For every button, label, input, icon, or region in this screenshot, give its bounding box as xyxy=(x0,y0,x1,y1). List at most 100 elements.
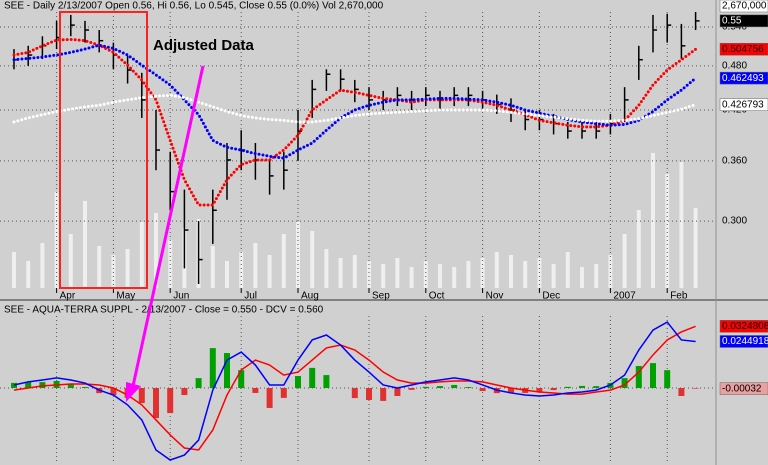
volume-bar xyxy=(225,261,229,288)
volume-bar xyxy=(565,252,570,288)
value-tag xyxy=(719,0,768,13)
volume-bar xyxy=(580,267,584,288)
volume-bar xyxy=(352,255,357,288)
volume-bar xyxy=(324,249,329,288)
histogram-bar xyxy=(366,388,372,400)
value-tag-label: 0.55 xyxy=(722,16,742,27)
volume-bar xyxy=(154,213,158,288)
value-tag-label: 0.0324808 xyxy=(722,321,768,332)
volume-bar xyxy=(665,174,670,288)
histogram-bar xyxy=(138,388,145,404)
histogram-bar xyxy=(550,388,557,391)
volume-bar xyxy=(636,210,641,288)
series-line xyxy=(13,321,696,461)
volume-bar xyxy=(367,261,371,288)
histogram-bar xyxy=(479,388,486,392)
x-tick-label: Aug xyxy=(301,291,319,302)
volume-bar xyxy=(409,267,414,288)
histogram-bar xyxy=(664,370,671,389)
histogram-bar xyxy=(323,375,330,389)
volume-bar xyxy=(381,264,386,288)
volume-bar xyxy=(679,162,684,288)
volume-bar xyxy=(281,234,286,288)
value-tag xyxy=(719,42,768,56)
volume-bar xyxy=(26,261,31,288)
value-tag-label: 0.0244918 xyxy=(722,336,768,347)
histogram-bar xyxy=(39,382,46,389)
histogram-bar xyxy=(451,384,458,389)
histogram-bar xyxy=(394,388,401,396)
plot-layer: Apr May Jun Jul Aug Sep Oct Nov Dec 2007 Feb xyxy=(0,12,716,464)
histogram-bar xyxy=(209,348,216,389)
volume-bar xyxy=(395,258,400,288)
value-tag-label: 0.504756 xyxy=(722,44,764,55)
volume-bar xyxy=(310,231,315,288)
volume-bar xyxy=(210,246,215,288)
volume-bar xyxy=(239,252,244,288)
histogram-bar xyxy=(167,388,174,414)
volume-bar xyxy=(693,207,698,288)
histogram-bar xyxy=(437,386,443,389)
volume-bar xyxy=(296,222,300,288)
x-tick-label: Feb xyxy=(670,291,688,302)
volume-bar xyxy=(509,255,513,288)
histogram-bar xyxy=(280,388,287,398)
x-tick-label: Sep xyxy=(372,291,390,302)
histogram-bar xyxy=(25,381,32,389)
volume-bar xyxy=(608,255,613,288)
volume-bar xyxy=(68,234,73,288)
histogram-bar xyxy=(422,386,429,389)
chart-title: SEE - Daily 2/13/2007 Open 0.56, Hi 0.56… xyxy=(4,1,384,12)
value-tag xyxy=(719,14,768,28)
volume-bar xyxy=(97,246,102,288)
histogram-bar xyxy=(224,353,230,389)
volume-bar xyxy=(466,261,471,288)
volume-bar xyxy=(551,264,556,288)
histogram-bar xyxy=(650,363,656,389)
volume-bar xyxy=(452,267,457,288)
series-line xyxy=(12,43,698,160)
volume-bar xyxy=(423,261,428,288)
histogram-bar xyxy=(351,388,358,399)
x-tick-label: 2007 xyxy=(613,291,636,302)
volume-bar xyxy=(111,255,116,288)
x-tick-label: May xyxy=(116,291,135,302)
volume-bar xyxy=(253,243,258,288)
volume-bar xyxy=(125,249,130,288)
value-tag xyxy=(719,382,768,395)
volume-bar xyxy=(494,252,499,288)
volume-bar xyxy=(139,222,144,288)
x-tick-label: Dec xyxy=(542,291,560,302)
value-tag-label: 0.462493 xyxy=(722,73,764,84)
histogram-bar xyxy=(295,376,301,389)
histogram-bar xyxy=(621,378,628,389)
histogram-bar xyxy=(465,387,472,389)
x-tick-label: Jul xyxy=(244,291,257,302)
histogram-bar xyxy=(309,367,316,389)
y-tick-label: 0.300 xyxy=(722,216,747,227)
value-tag xyxy=(719,320,768,333)
value-tag-label: 0.426793 xyxy=(722,99,764,110)
volume-bar xyxy=(651,153,655,288)
histogram-bar xyxy=(266,388,273,408)
histogram-bar xyxy=(380,388,387,401)
histogram-bar xyxy=(82,387,88,389)
histogram-bar xyxy=(252,388,259,393)
y-tick-label: 0.480 xyxy=(722,60,747,71)
series-line xyxy=(12,93,698,124)
histogram-bar xyxy=(593,386,600,389)
histogram-bar xyxy=(153,388,159,419)
value-tag-label: 2,670,000 xyxy=(722,1,767,12)
volume-bar xyxy=(622,234,627,288)
indicator-title: SEE - AQUA-TERRA SUPPL - 2/13/2007 - Clo… xyxy=(4,305,324,316)
histogram-bar xyxy=(67,384,74,389)
volume-bar xyxy=(338,258,343,288)
volume-bar xyxy=(267,255,272,288)
volume-bar xyxy=(523,261,528,288)
value-tag xyxy=(719,98,768,111)
histogram-bar xyxy=(238,370,245,389)
volume-bar xyxy=(83,201,87,288)
histogram-bar xyxy=(195,378,202,389)
histogram-bar xyxy=(564,386,571,389)
